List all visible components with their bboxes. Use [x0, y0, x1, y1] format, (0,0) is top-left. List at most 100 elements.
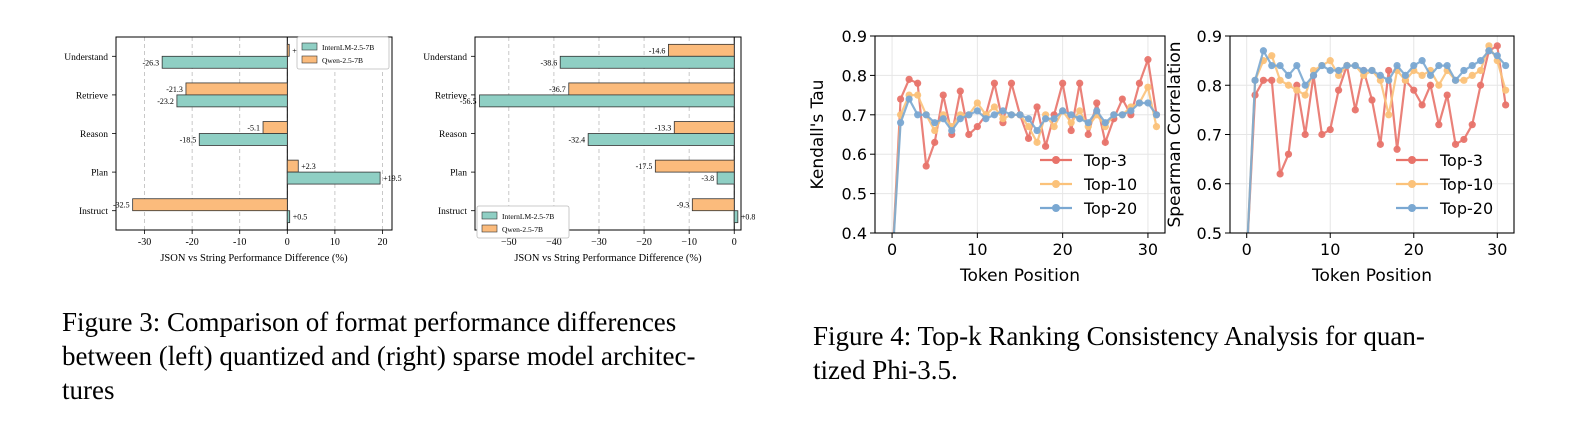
data-point: [888, 261, 895, 268]
data-point: [1101, 138, 1109, 146]
line-chart: 0 10 20 30 0.5 0.6 0.7 0.8 0.9 Token Position Spea…: [1165, 27, 1515, 286]
data-point: [1376, 140, 1384, 148]
data-point: [1118, 111, 1126, 119]
data-label: -14.6: [649, 46, 666, 55]
data-point: [1460, 135, 1468, 144]
data-point: [922, 111, 930, 119]
data-point: [965, 130, 973, 139]
data-label: -23.2: [157, 97, 174, 106]
data-point: [1024, 115, 1033, 123]
data-point: [990, 103, 999, 111]
y-tick-label: 0.7: [842, 106, 867, 125]
data-point: [931, 126, 939, 135]
x-tick-label: −40: [546, 237, 562, 248]
data-point: [1443, 91, 1451, 99]
data-label: -56.5: [460, 97, 477, 106]
category-label: Retrieve: [76, 91, 108, 101]
data-point: [1284, 81, 1293, 89]
legend: InternLM-2.5-7B Qwen-2.5-7B: [296, 36, 390, 70]
data-label: -38.6: [541, 58, 558, 67]
data-point: [914, 111, 922, 119]
data-point: [1076, 107, 1084, 115]
x-tick-label: −10: [681, 237, 697, 248]
data-point: [922, 162, 930, 170]
legend-label: Top-10: [1439, 175, 1493, 194]
data-point: [1127, 107, 1135, 115]
data-point: [1076, 79, 1084, 87]
data-point: [1460, 66, 1468, 75]
data-point: [1476, 66, 1485, 75]
y-tick-label: 0.5: [842, 185, 867, 204]
data-point: [1376, 76, 1384, 84]
data-point: [1101, 119, 1109, 127]
data-point: [1360, 71, 1368, 79]
data-point: [896, 119, 905, 127]
x-tick-label: -30: [138, 237, 151, 248]
data-point: [1334, 66, 1343, 75]
data-point: [1301, 130, 1309, 139]
series-line: [892, 59, 1158, 233]
data-point: [1067, 126, 1075, 135]
y-axis-label: Spearman Correlation: [1165, 41, 1185, 227]
data-point: [1067, 119, 1075, 127]
line-chart: 0 10 20 30 0.4 0.5 0.6 0.7 0.8 0.9 Token Position K…: [808, 27, 1166, 286]
data-label: -21.3: [166, 85, 183, 94]
bar: [479, 94, 735, 108]
data-point: [1476, 81, 1485, 89]
data-point: [1301, 91, 1309, 99]
data-point: [931, 119, 939, 127]
data-point: [1268, 76, 1276, 84]
data-point: [1093, 99, 1101, 107]
legend-marker: [1408, 156, 1416, 164]
x-tick-label: 10: [967, 240, 987, 259]
x-tick-label: −30: [591, 237, 607, 248]
legend: InternLM-2.5-7B Qwen-2.5-7B: [476, 205, 570, 239]
x-tick-label: 30: [1487, 240, 1507, 259]
legend-box: [296, 36, 390, 70]
x-tick-label: 10: [330, 237, 340, 248]
data-point: [1259, 47, 1268, 55]
legend-marker: [1408, 180, 1416, 188]
data-point: [1251, 76, 1259, 84]
data-point: [1351, 106, 1359, 114]
data-point: [1007, 111, 1016, 119]
figure-3-caption-line: Figure 3: Comparison of format performan…: [62, 307, 677, 337]
data-point: [1067, 111, 1075, 119]
data-label: -36.7: [549, 85, 566, 94]
figure-3-caption: Figure 3: Comparison of format performan…: [62, 305, 782, 407]
category-label: Instruct: [79, 207, 108, 217]
y-tick-label: 0.5: [1197, 224, 1222, 243]
data-point: [1284, 71, 1293, 79]
data-point: [965, 111, 973, 119]
bar-chart: -30-20-1001020Understand+0.4-26.3Retriev…: [64, 36, 402, 264]
figure-3-caption-line: between (left) quantized and (right) spa…: [62, 341, 696, 371]
data-point: [1033, 103, 1041, 111]
data-point: [1426, 71, 1435, 79]
y-tick-label: 0.4: [842, 224, 867, 243]
category-label: Understand: [423, 53, 467, 63]
category-label: Reason: [80, 130, 108, 140]
x-axis-label: Token Position: [1311, 266, 1432, 286]
data-point: [999, 115, 1007, 123]
data-point: [1033, 126, 1041, 135]
legend-label: Top-3: [1439, 151, 1483, 170]
plot-frame: [474, 36, 742, 231]
bar: [286, 171, 381, 185]
data-point: [1050, 115, 1058, 123]
bar: [161, 55, 288, 69]
bar: [185, 82, 288, 96]
bar: [568, 82, 735, 96]
data-point: [1326, 125, 1334, 134]
x-tick-label: 0: [285, 237, 290, 248]
data-point: [1460, 76, 1468, 84]
data-point: [1326, 57, 1334, 65]
data-label: +0.5: [293, 213, 308, 222]
y-tick-label: 0.7: [1197, 126, 1222, 145]
data-point: [1410, 61, 1418, 70]
legend-marker: [1052, 180, 1060, 188]
data-point: [1268, 52, 1276, 60]
data-point: [1493, 52, 1501, 60]
figure-4-caption-line: Figure 4: Top-k Ranking Consistency Anal…: [813, 321, 1425, 351]
bar-chart: −50 −40 −30 −20 −10 0 Understand -14.6 -38.6 Retr…: [423, 36, 755, 264]
